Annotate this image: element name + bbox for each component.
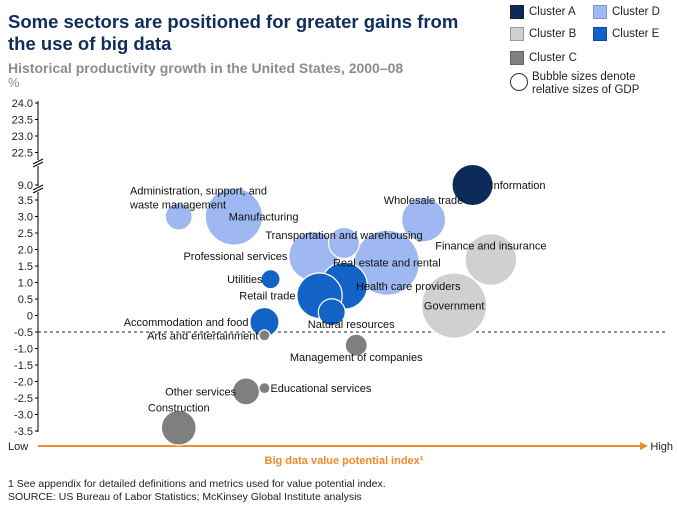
- bubble-management-of-companies: [344, 333, 368, 357]
- bubble-label-manufacturing: Manufacturing: [229, 212, 299, 224]
- axis-layer: 24.0 23.5 23.0 22.5 9.0 3.5 3.0 2.5 2.0 1.5 1.0 0.5…: [8, 98, 673, 467]
- bubble-label-utilities: Utilities: [227, 274, 263, 286]
- legend-label-cluster-a: Cluster A: [529, 6, 576, 18]
- footnote-source: SOURCE: US Bureau of Labor Statistics; M…: [8, 491, 362, 503]
- legend-label-cluster-e: Cluster E: [612, 28, 660, 40]
- bubble-educational-services: [258, 382, 271, 395]
- bubble-label-arts-and-entertainment: Arts and entertainment: [147, 330, 258, 342]
- label-layer: Computer and electronic productsInformat…: [124, 180, 547, 415]
- chart-subtitle: Historical productivity growth in the Un…: [8, 60, 404, 76]
- y-tick-label: -3.5: [14, 426, 33, 438]
- bubble-administration-support-and-waste-management: [204, 187, 264, 246]
- legend-item-bubble-size: Bubble sizes denote relative sizes of GD…: [510, 71, 652, 97]
- bubble-label-retail-trade: Retail trade: [239, 291, 295, 303]
- bubble-government: [421, 272, 488, 339]
- bubble-label-educational-services: Educational services: [270, 383, 371, 395]
- y-tick-label: -0.5: [14, 327, 33, 339]
- bubble-real-estate-and-rental: [353, 229, 420, 296]
- axis-break-mark: [32, 158, 44, 165]
- y-tick-label: 22.5: [12, 148, 33, 160]
- bubble-construction: [160, 409, 197, 446]
- bubble-information: [451, 163, 494, 207]
- axis-break-mark: [32, 161, 44, 168]
- y-tick-label: 9.0: [18, 180, 33, 192]
- x-axis-low-label: Low: [8, 441, 28, 453]
- legend-item-cluster-e: Cluster E: [593, 27, 659, 41]
- bubble-finance-and-insurance: [464, 233, 518, 286]
- y-tick-label: 3.5: [18, 195, 33, 207]
- bubble-label-information: Information: [491, 180, 546, 192]
- legend-bubble-note: Bubble sizes denote relative sizes of GD…: [532, 71, 640, 96]
- legend-swatch-cluster-d: [593, 5, 607, 19]
- bubble-label-professional-services: Professional services: [183, 251, 287, 263]
- y-tick-label: 2.5: [18, 228, 33, 240]
- bubble-label-government: Government: [424, 301, 485, 313]
- bubble-label-health-care-providers: Health care providers: [356, 281, 461, 293]
- y-tick-label: 24.0: [12, 98, 33, 110]
- bubble-label-wholesale-trade: Wholesale trade: [384, 195, 464, 207]
- bubble-natural-resources: [317, 298, 346, 327]
- legend-label-cluster-d: Cluster D: [612, 6, 660, 18]
- bubble-label-construction: Construction: [148, 403, 210, 415]
- bubble-label-finance-and-insurance: Finance and insurance: [435, 240, 546, 252]
- axis-break-gap: [33, 160, 43, 166]
- y-unit-label: %: [8, 75, 20, 90]
- legend-swatch-cluster-e: [593, 27, 607, 41]
- y-tick-label: -3.0: [14, 410, 33, 422]
- y-tick-label: -2.5: [14, 393, 33, 405]
- bubble-transportation-and-warehousing: [327, 226, 361, 260]
- legend-swatch-cluster-c: [510, 51, 524, 65]
- bubble-label-natural-resources: Natural resources: [308, 319, 395, 331]
- y-tick-label: -1.5: [14, 360, 33, 372]
- x-axis-high-label: High: [650, 441, 673, 453]
- legend-item-cluster-c: Cluster C: [510, 51, 577, 65]
- bubble-label-real-estate-and-rental: Real estate and rental: [333, 258, 441, 270]
- chart-title: Some sectors are positioned for greater …: [8, 11, 459, 54]
- y-tick-label: 23.0: [12, 131, 33, 143]
- legend-swatch-cluster-a: [510, 5, 524, 19]
- bubble-label-transportation-and-warehousing: Transportation and warehousing: [265, 230, 422, 242]
- bubble-other-services: [232, 377, 261, 406]
- legend-item-cluster-d: Cluster D: [593, 5, 660, 19]
- y-tick-label: 0.5: [18, 294, 33, 306]
- legend-swatch-cluster-b: [510, 27, 524, 41]
- footnotes: 1 See appendix for detailed definitions …: [8, 478, 386, 504]
- bubble-arts-and-entertainment: [258, 329, 271, 342]
- legend-label-cluster-c: Cluster C: [529, 52, 577, 64]
- bubble-label-other-services: Other services: [165, 386, 236, 398]
- bubble-label-management-of-companies: Management of companies: [290, 352, 423, 364]
- bubble-wholesale-trade: [400, 197, 447, 243]
- legend-label-cluster-b: Cluster B: [529, 28, 577, 40]
- y-tick-label: 1.0: [18, 278, 33, 290]
- y-tick-label: 2.0: [18, 245, 33, 257]
- axis-break-mark: [32, 187, 44, 194]
- axis-break-mark: [32, 184, 44, 191]
- y-tick-label: -1.0: [14, 344, 33, 356]
- bubble-size-icon: [510, 73, 528, 91]
- y-tick-label: 0: [27, 311, 33, 323]
- bubble-layer: [160, 163, 518, 446]
- bubble-manufacturing: [164, 202, 193, 231]
- bubble-utilities: [260, 269, 281, 290]
- legend-item-cluster-b: Cluster B: [510, 27, 576, 41]
- y-tick-label: -2.0: [14, 377, 33, 389]
- y-tick-label: 23.5: [12, 115, 33, 127]
- bubble-label-administration-support-and-waste-management: Administration, support, and waste manage…: [129, 186, 267, 212]
- bubble-label-accommodation-and-food: Accommodation and food: [124, 317, 249, 329]
- axis-break-gap: [33, 186, 43, 192]
- y-tick-label: 1.5: [18, 261, 33, 273]
- x-axis-title: Big data value potential index¹: [265, 455, 424, 467]
- legend-item-cluster-a: Cluster A: [510, 5, 576, 19]
- y-tick-label: 3.0: [18, 212, 33, 224]
- footnote-note: 1 See appendix for detailed definitions …: [8, 478, 386, 490]
